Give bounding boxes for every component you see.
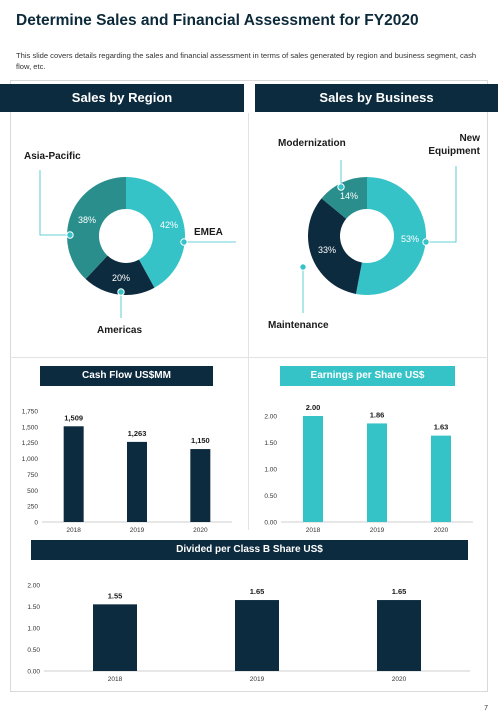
- cash-flow-bar-2020: [190, 449, 211, 522]
- dividend-x-label-2018: 2018: [108, 676, 123, 683]
- leader-emea-dot: [180, 238, 188, 246]
- leader-asia-pacific-dot: [66, 231, 74, 239]
- dividend-x-label-2020: 2020: [392, 676, 407, 683]
- region-label-americas: Americas: [97, 325, 143, 336]
- leader-modernization-dot: [337, 183, 345, 191]
- region-slice-americas: [85, 255, 155, 296]
- sales-by-region-header: Sales by Region: [0, 84, 244, 112]
- divider-horizontal: [10, 357, 488, 358]
- cash-flow-ytick-label: 0: [34, 520, 38, 527]
- dividend-data-label-2018: 1.55: [108, 591, 123, 600]
- leader-new-equipment-dot: [422, 238, 430, 246]
- eps-ytick-label: 0.00: [264, 520, 277, 527]
- business-slice-maintenance: [308, 198, 362, 294]
- cash-flow-data-label-2019: 1,263: [128, 429, 147, 438]
- sales-by-business-header: Sales by Business: [255, 84, 498, 112]
- eps-x-label-2020: 2020: [434, 527, 449, 534]
- eps-data-label-2019: 1.86: [370, 410, 385, 419]
- region-label-emea: EMEA: [194, 227, 223, 238]
- business-pct-modernization: 14%: [339, 191, 359, 201]
- divider-vertical-top: [248, 113, 249, 358]
- dividend-ytick-label: 1.50: [27, 604, 40, 611]
- cash-flow-ytick-label: 250: [27, 504, 38, 511]
- business-label-maintenance: Maintenance: [268, 320, 329, 331]
- cash-flow-ytick-label: 1,000: [22, 456, 39, 463]
- cash-flow-ytick-label: 1,750: [22, 409, 39, 416]
- cash-flow-x-label-2019: 2019: [130, 527, 145, 534]
- leader-maintenance-dot: [299, 263, 307, 271]
- cash-flow-data-label-2020: 1,150: [191, 436, 210, 445]
- divider-vertical-middle: [248, 358, 249, 530]
- page-title: Determine Sales and Financial Assessment…: [16, 12, 419, 29]
- region-pct-americas: 20%: [111, 273, 131, 283]
- dividend-ytick-label: 0.50: [27, 647, 40, 654]
- eps-data-label-2018: 2.00: [306, 403, 321, 412]
- eps-data-label-2020: 1.63: [434, 423, 449, 432]
- cash-flow-bar-2019: [127, 441, 147, 522]
- business-label-modernization: Modernization: [278, 138, 346, 149]
- cash-flow-x-label-2018: 2018: [66, 527, 81, 534]
- region-slice-asia-pacific: [67, 177, 126, 280]
- eps-ytick-label: 1.50: [264, 440, 277, 447]
- cash-flow-data-label-2018: 1,509: [64, 413, 83, 422]
- dividend-bar-2018: [93, 604, 137, 671]
- page-number: 7: [484, 705, 488, 712]
- dividend-bar-2020: [377, 600, 421, 671]
- dividend-bar-2019: [235, 600, 279, 671]
- business-slice-modernization: [321, 177, 367, 219]
- business-pct-new-equipment: 53%: [400, 234, 420, 244]
- eps-header: Earnings per Share US$: [280, 366, 455, 386]
- cash-flow-x-label-2020: 2020: [193, 527, 208, 534]
- eps-bar-2018: [303, 416, 323, 522]
- leader-americas-dot: [117, 288, 125, 296]
- cash-flow-ytick-label: 500: [27, 488, 38, 495]
- region-pct-asia-pacific: 38%: [77, 215, 97, 225]
- leader-asia-pacific-line: [39, 170, 70, 236]
- business-slice-new-equipment: [355, 177, 426, 295]
- dividend-ytick-label: 1.00: [27, 626, 40, 633]
- eps-x-label-2018: 2018: [306, 527, 321, 534]
- eps-bar-2020: [431, 435, 451, 522]
- eps-ytick-label: 0.50: [264, 493, 277, 500]
- dividend-x-label-2019: 2019: [250, 676, 265, 683]
- cash-flow-ytick-label: 1,500: [22, 424, 39, 431]
- cash-flow-ytick-label: 750: [27, 472, 38, 479]
- content-frame: [10, 80, 488, 692]
- eps-ytick-label: 2.00: [264, 414, 277, 421]
- dividend-header: Divided per Class B Share US$: [31, 540, 468, 560]
- page-description: This slide covers details regarding the …: [16, 51, 477, 71]
- dividend-ytick-label: 2.00: [27, 583, 40, 590]
- region-pct-emea: 42%: [159, 220, 179, 230]
- business-pct-maintenance: 33%: [317, 245, 337, 255]
- dividend-data-label-2019: 1.65: [250, 587, 265, 596]
- region-label-asia-pacific: Asia-Pacific: [24, 151, 81, 162]
- eps-bar-2019: [367, 423, 387, 522]
- dividend-ytick-label: 0.00: [27, 669, 40, 676]
- dividend-data-label-2020: 1.65: [392, 587, 407, 596]
- cash-flow-bar-2018: [63, 426, 84, 522]
- eps-x-label-2019: 2019: [370, 527, 385, 534]
- cash-flow-ytick-label: 1,250: [22, 440, 39, 447]
- leader-new-equipment-line: [426, 166, 457, 243]
- business-label-new-equipment: New Equipment: [428, 133, 480, 157]
- eps-ytick-label: 1.00: [264, 467, 277, 474]
- cash-flow-header: Cash Flow US$MM: [40, 366, 213, 386]
- region-slice-emea: [126, 177, 185, 288]
